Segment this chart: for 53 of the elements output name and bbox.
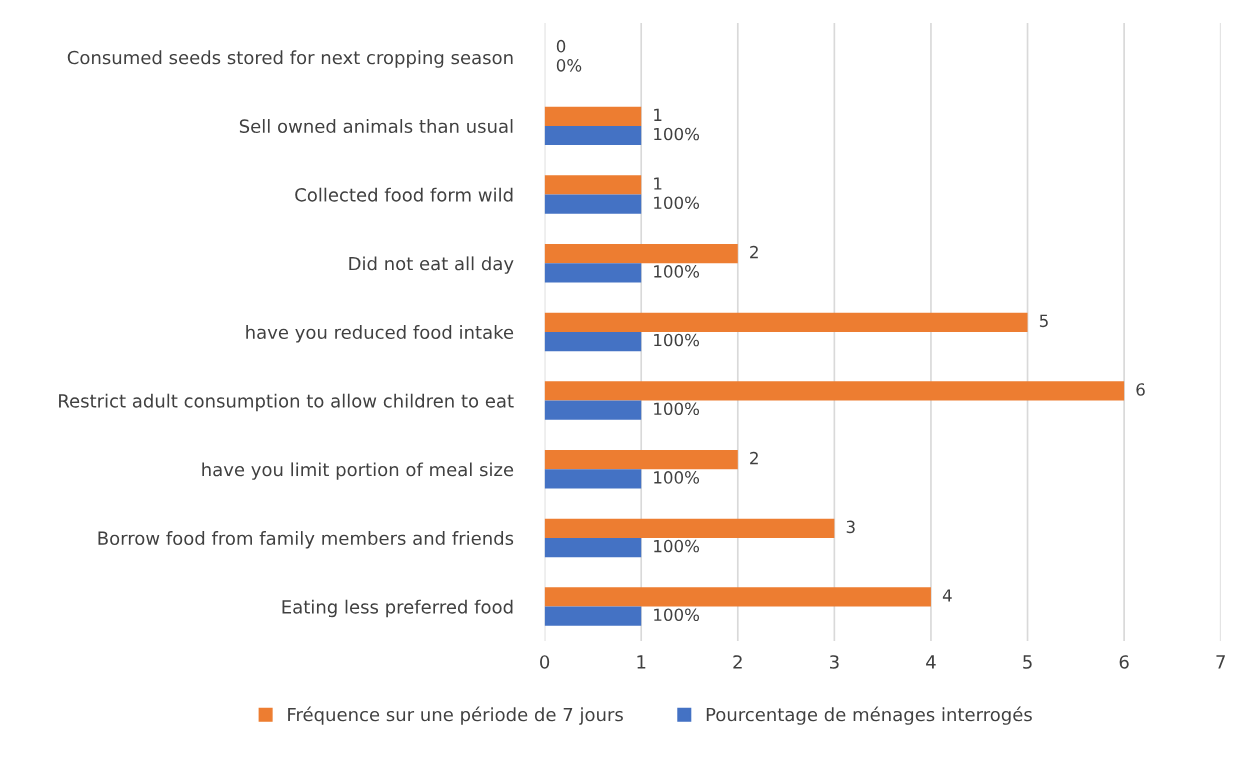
data-label: 0% xyxy=(556,59,582,72)
y-tick-label: have you limit portion of meal size xyxy=(202,462,514,480)
x-tick-label: 7 xyxy=(1216,655,1225,669)
y-tick-label: Eating less preferred food xyxy=(282,599,513,618)
data-label: 100% xyxy=(654,608,700,622)
bar xyxy=(544,518,835,538)
data-label: 1 xyxy=(654,177,662,190)
y-tick-label: Did not eat all day xyxy=(349,256,514,274)
bar xyxy=(544,125,642,146)
legend-label: Fréquence sur une période de 7 jours xyxy=(288,706,623,725)
y-tick-label: Borrow food from family members and friends xyxy=(98,531,514,549)
x-tick-label: 1 xyxy=(637,655,646,669)
data-label: 100% xyxy=(654,127,700,141)
x-tick-label: 0 xyxy=(540,655,550,669)
x-tick-label: 2 xyxy=(733,655,742,669)
bar xyxy=(544,106,642,126)
x-tick-label: 4 xyxy=(926,655,936,669)
data-label: 5 xyxy=(1039,314,1048,328)
bar xyxy=(544,537,642,558)
bar xyxy=(544,381,1125,401)
data-label: 100% xyxy=(654,539,700,553)
data-label: 4 xyxy=(942,589,952,602)
bar xyxy=(544,331,642,352)
data-label: 6 xyxy=(1136,383,1145,396)
y-tick-label: Restrict adult consumption to allow children to eat xyxy=(59,393,514,412)
bar xyxy=(544,312,1028,332)
bar xyxy=(544,587,931,607)
legend-label: Pourcentage de ménages interrogés xyxy=(706,706,1032,725)
data-label: 0 xyxy=(556,39,566,53)
data-label: 100% xyxy=(654,196,700,210)
data-label: 1 xyxy=(654,108,662,121)
y-tick-label: Consumed seeds stored for next cropping season xyxy=(67,50,513,68)
bar xyxy=(544,244,738,264)
data-label: 100% xyxy=(654,265,700,278)
data-label: 2 xyxy=(750,451,758,465)
y-tick-label: have you reduced food intake xyxy=(246,325,514,343)
bar xyxy=(544,469,642,489)
bar xyxy=(544,263,642,283)
x-tick-label: 6 xyxy=(1119,655,1129,669)
x-tick-label: 5 xyxy=(1023,655,1032,669)
x-tick-label: 3 xyxy=(830,655,839,669)
data-label: 100% xyxy=(654,333,700,347)
y-tick-label: Sell owned animals than usual xyxy=(239,119,513,134)
bar xyxy=(544,400,642,420)
data-label: 100% xyxy=(654,471,700,484)
bar xyxy=(544,450,738,470)
bar xyxy=(544,606,642,626)
y-tick-label: Collected food form wild xyxy=(295,187,513,202)
bar xyxy=(544,175,642,195)
data-label: 2 xyxy=(750,245,758,259)
data-label: 100% xyxy=(654,402,700,416)
bar xyxy=(544,194,642,214)
data-label: 3 xyxy=(846,520,855,534)
